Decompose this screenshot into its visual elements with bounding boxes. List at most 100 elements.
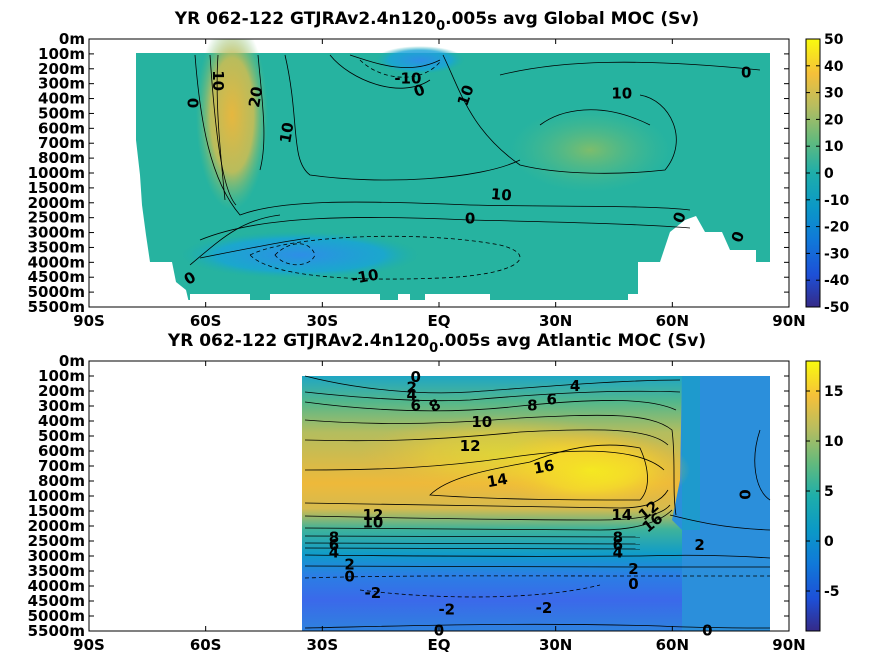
contour-label: -10 bbox=[394, 70, 421, 88]
y-tick-label: 1000m bbox=[28, 164, 85, 182]
contour-label: 0 bbox=[737, 489, 755, 499]
contour-label: 20 bbox=[245, 85, 266, 109]
y-tick-label: 800m bbox=[38, 149, 85, 167]
contour-label: 12 bbox=[362, 506, 383, 524]
contour-label: 2 bbox=[407, 379, 417, 397]
x-tick-label: 60N bbox=[656, 312, 689, 330]
y-tick-label: 400m bbox=[38, 412, 85, 430]
contour-label: -10 bbox=[350, 266, 380, 288]
y-tick-label: 3500m bbox=[28, 238, 85, 256]
x-tick-label: 90S bbox=[73, 312, 105, 330]
atlantic-moc-title: YR 062-122 GTJRAv2.4n1200.005s avg Atlan… bbox=[167, 331, 706, 356]
contour-label: -2 bbox=[365, 584, 382, 602]
atlantic-moc-panel: YR 062-122 GTJRAv2.4n1200.005s avg Atlan… bbox=[28, 331, 844, 654]
contour-label: 10 bbox=[209, 70, 227, 91]
contour-label: 4 bbox=[613, 544, 623, 562]
x-tick-label: 30S bbox=[306, 636, 338, 654]
contour-label: 10 bbox=[276, 121, 297, 145]
contour-label: 2 bbox=[628, 560, 638, 578]
contour-label: 10 bbox=[490, 185, 512, 205]
y-tick-label: 1000m bbox=[28, 487, 85, 505]
y-tick-label: 5500m bbox=[28, 622, 85, 640]
colorbar-tick-label: -40 bbox=[824, 273, 850, 289]
y-tick-label: 4000m bbox=[28, 253, 85, 271]
contour-label: 14 bbox=[485, 470, 509, 491]
contour-label: 0 bbox=[344, 568, 354, 586]
contour-label: -2 bbox=[536, 599, 553, 617]
contour-label: 0 bbox=[185, 98, 203, 108]
contour-label: 4 bbox=[570, 377, 580, 395]
x-tick-label: 60S bbox=[190, 636, 222, 654]
x-tick-label: 30S bbox=[306, 312, 338, 330]
atlantic-colorbar-ticks: 15 10 5 0 -5 bbox=[806, 384, 844, 600]
atlantic-negative-contours bbox=[304, 575, 770, 598]
x-tick-label: EQ bbox=[428, 312, 451, 330]
contour-label: 6 bbox=[329, 536, 339, 554]
y-tick-label: 4000m bbox=[28, 577, 85, 595]
y-tick-label: 0m bbox=[59, 352, 85, 370]
colorbar-tick-label: 10 bbox=[824, 434, 844, 450]
contour-label: 4 bbox=[329, 544, 339, 562]
colorbar-tick-label: -20 bbox=[824, 220, 850, 236]
colorbar-tick-label: -30 bbox=[824, 246, 850, 262]
contour-label: 0 bbox=[741, 64, 751, 82]
colorbar-tick-label: 5 bbox=[824, 484, 834, 500]
contour-label: 2 bbox=[344, 556, 354, 574]
colorbar-tick-label: 0 bbox=[824, 534, 834, 550]
contour-label: 10 bbox=[362, 514, 383, 532]
atlantic-y-axis: 0m100m200m300m400m500m600m700m800m1000m1… bbox=[28, 352, 789, 640]
colorbar-tick-label: -10 bbox=[824, 193, 850, 209]
y-tick-label: 300m bbox=[38, 397, 85, 415]
global-moc-title: YR 062-122 GTJRAv2.4n1200.005s avg Globa… bbox=[174, 9, 699, 34]
x-tick-label: 60N bbox=[656, 636, 689, 654]
global-moc-field bbox=[89, 39, 789, 307]
atlantic-moc-field bbox=[302, 375, 771, 631]
global-contours bbox=[189, 54, 761, 266]
y-tick-label: 2000m bbox=[28, 517, 85, 535]
colorbar-tick-label: -5 bbox=[824, 584, 840, 600]
y-tick-label: 2500m bbox=[28, 209, 85, 227]
contour-label: 0 bbox=[410, 368, 420, 386]
atlantic-x-axis: 90S 60S 30S EQ 30N 60N 90N bbox=[73, 361, 806, 654]
contour-label: 6 bbox=[613, 536, 623, 554]
y-tick-label: 100m bbox=[38, 367, 85, 385]
y-tick-label: 200m bbox=[38, 382, 85, 400]
contour-label: 12 bbox=[460, 437, 481, 455]
contour-label: 14 bbox=[611, 506, 632, 524]
colorbar-tick-label: 50 bbox=[824, 32, 844, 48]
y-tick-label: 3000m bbox=[28, 547, 85, 565]
x-tick-label: 90N bbox=[772, 312, 805, 330]
global-colorbar-ticks: 50 40 30 20 10 0 -10 -20 -30 -40 -50 bbox=[806, 32, 850, 316]
colorbar-tick-label: 40 bbox=[824, 59, 844, 75]
y-tick-label: 5000m bbox=[28, 283, 85, 301]
contour-label: 0 bbox=[628, 575, 638, 593]
y-tick-label: 1500m bbox=[28, 502, 85, 520]
y-tick-label: 800m bbox=[38, 472, 85, 490]
y-tick-label: 5500m bbox=[28, 298, 85, 316]
colorbar-tick-label: -50 bbox=[824, 300, 850, 316]
contour-label: 0 bbox=[434, 622, 444, 640]
colorbar-tick-label: 15 bbox=[824, 384, 843, 400]
contour-label: 6 bbox=[547, 391, 557, 409]
contour-label: 8 bbox=[527, 397, 537, 415]
x-tick-label: 90S bbox=[73, 636, 105, 654]
colorbar-tick-label: 20 bbox=[824, 112, 844, 128]
y-tick-label: 4500m bbox=[28, 268, 85, 286]
global-negative-contours bbox=[249, 59, 521, 280]
contour-label: 10 bbox=[611, 85, 632, 103]
y-tick-label: 400m bbox=[38, 90, 85, 108]
y-tick-label: 300m bbox=[38, 75, 85, 93]
colorbar-tick-label: 0 bbox=[824, 166, 834, 182]
y-tick-label: 600m bbox=[38, 442, 85, 460]
y-tick-label: 0m bbox=[59, 30, 85, 48]
global-x-axis: 90S 60S 30S EQ 30N 60N 90N bbox=[73, 39, 806, 330]
contour-label: 6 bbox=[410, 397, 420, 415]
contour-label: 0 bbox=[702, 622, 712, 640]
x-tick-label: 30N bbox=[539, 636, 572, 654]
y-tick-label: 3500m bbox=[28, 562, 85, 580]
y-tick-label: 600m bbox=[38, 119, 85, 137]
x-tick-label: 60S bbox=[190, 312, 222, 330]
